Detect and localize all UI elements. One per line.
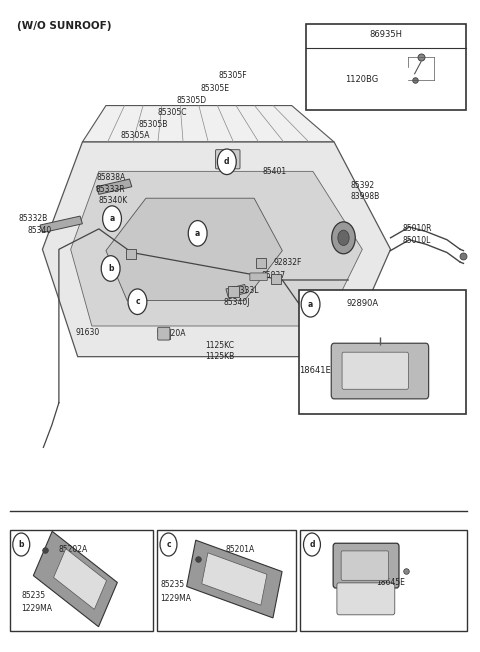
Text: 18645E: 18645E [376, 578, 405, 587]
Text: 1120BG: 1120BG [345, 76, 378, 84]
Text: 85201A: 85201A [226, 545, 255, 554]
Text: 1229MA: 1229MA [21, 604, 52, 613]
Polygon shape [42, 142, 391, 357]
Polygon shape [83, 106, 334, 142]
Text: 85333L: 85333L [230, 286, 259, 295]
Polygon shape [202, 553, 267, 605]
Circle shape [332, 222, 355, 254]
Text: 86935H: 86935H [369, 29, 402, 38]
FancyBboxPatch shape [333, 543, 399, 588]
Text: 85340J: 85340J [224, 298, 250, 307]
Text: a: a [195, 229, 200, 238]
Text: b: b [19, 540, 24, 549]
Text: a: a [109, 214, 115, 223]
Text: 1125KB: 1125KB [204, 351, 234, 361]
Text: a: a [308, 300, 313, 309]
Text: 1125KC: 1125KC [204, 340, 234, 349]
Text: 85333R: 85333R [96, 185, 125, 194]
FancyBboxPatch shape [255, 258, 266, 269]
FancyBboxPatch shape [271, 274, 281, 284]
Text: 85305D: 85305D [177, 96, 206, 105]
Polygon shape [54, 549, 107, 610]
Text: c: c [135, 297, 140, 306]
Text: 85235: 85235 [160, 580, 184, 589]
FancyBboxPatch shape [299, 289, 466, 414]
Text: 85305F: 85305F [219, 71, 248, 80]
Circle shape [188, 220, 207, 246]
Text: 85202A: 85202A [59, 545, 88, 554]
Text: c: c [166, 540, 171, 549]
Text: 92890A: 92890A [346, 299, 378, 308]
Text: 85305E: 85305E [200, 84, 229, 93]
FancyBboxPatch shape [159, 329, 170, 339]
Text: 85838A: 85838A [96, 173, 126, 183]
Text: 91630: 91630 [75, 328, 100, 337]
Circle shape [101, 256, 120, 281]
FancyBboxPatch shape [157, 531, 297, 631]
Text: 85340K: 85340K [99, 196, 128, 205]
FancyBboxPatch shape [337, 583, 395, 615]
Circle shape [338, 230, 349, 246]
Polygon shape [34, 531, 117, 627]
FancyBboxPatch shape [10, 531, 153, 631]
Circle shape [303, 533, 321, 556]
Text: 85332B: 85332B [19, 214, 48, 223]
Text: 85392: 85392 [350, 181, 375, 190]
FancyBboxPatch shape [228, 286, 239, 297]
Text: d: d [224, 157, 229, 166]
FancyBboxPatch shape [216, 150, 240, 169]
Polygon shape [187, 540, 282, 618]
Circle shape [160, 533, 177, 556]
Polygon shape [40, 216, 83, 233]
FancyBboxPatch shape [300, 531, 467, 631]
Text: 95520A: 95520A [157, 329, 186, 338]
Text: 18641E: 18641E [300, 366, 331, 376]
FancyBboxPatch shape [192, 230, 202, 240]
Text: 85305A: 85305A [120, 131, 150, 140]
Text: 85010R: 85010R [402, 224, 432, 233]
Text: d: d [309, 540, 315, 549]
Text: 83998B: 83998B [350, 192, 380, 201]
Circle shape [128, 289, 147, 314]
FancyBboxPatch shape [250, 273, 267, 280]
Text: 85305B: 85305B [139, 119, 168, 128]
Text: 85010L: 85010L [402, 236, 431, 245]
FancyBboxPatch shape [126, 248, 136, 259]
Text: 1229MA: 1229MA [160, 595, 191, 603]
FancyBboxPatch shape [157, 327, 170, 340]
Circle shape [103, 206, 121, 231]
FancyBboxPatch shape [331, 343, 429, 399]
FancyBboxPatch shape [342, 352, 408, 389]
Text: 85305C: 85305C [157, 108, 187, 117]
Circle shape [13, 533, 30, 556]
Circle shape [217, 149, 236, 175]
Polygon shape [226, 284, 247, 297]
Text: 85837: 85837 [261, 271, 285, 280]
Polygon shape [96, 179, 132, 194]
Text: 85235: 85235 [21, 591, 46, 600]
FancyBboxPatch shape [341, 551, 389, 580]
Circle shape [301, 291, 320, 317]
Polygon shape [71, 171, 362, 326]
Text: (W/O SUNROOF): (W/O SUNROOF) [16, 21, 111, 31]
FancyBboxPatch shape [306, 23, 466, 110]
Text: 85401: 85401 [263, 167, 287, 176]
Text: 85340: 85340 [27, 226, 52, 235]
Polygon shape [106, 198, 282, 301]
Text: b: b [108, 264, 113, 273]
Text: 92832F: 92832F [274, 258, 302, 267]
